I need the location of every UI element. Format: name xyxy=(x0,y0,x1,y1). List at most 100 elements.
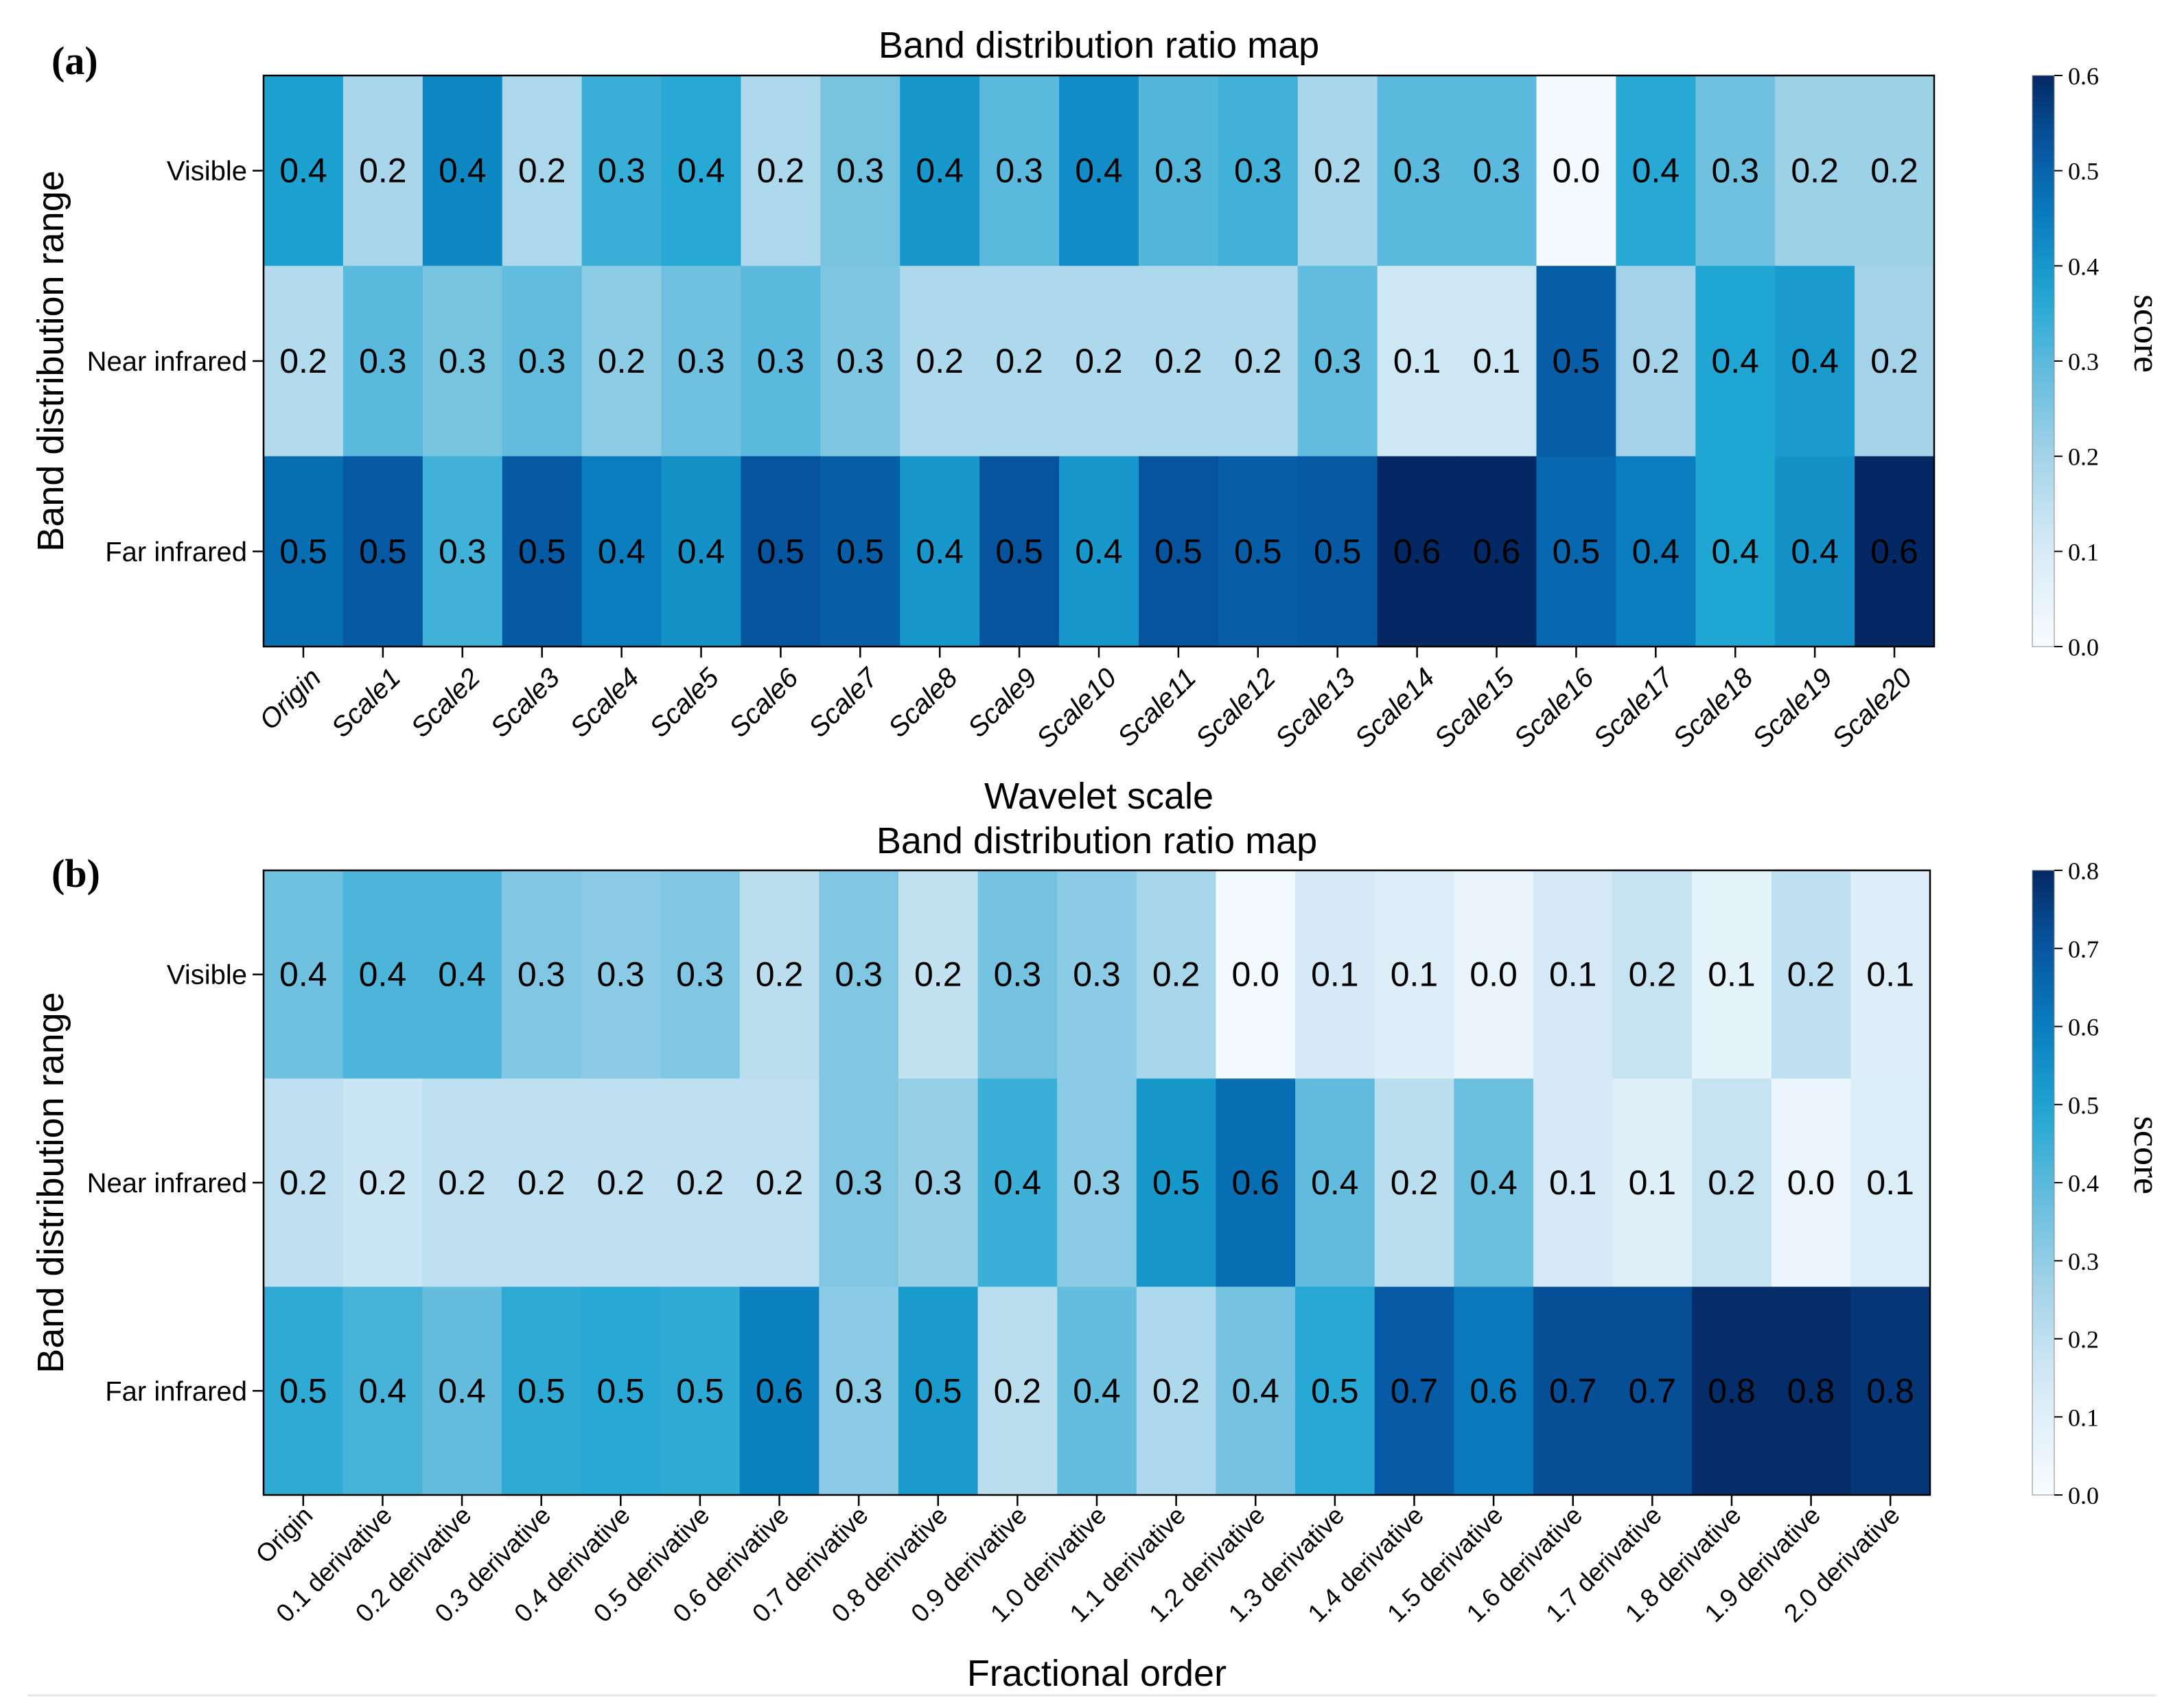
heatmap-cell xyxy=(1059,76,1139,266)
cell-value-label: 0.8 xyxy=(1787,1371,1835,1410)
heatmap-cell xyxy=(1218,266,1299,457)
colorbar-label: score xyxy=(2126,1116,2168,1194)
colorbar-label: score xyxy=(2126,294,2168,373)
heatmap-cell xyxy=(739,1078,820,1288)
cell-value-label: 0.0 xyxy=(1787,1163,1835,1202)
heatmap-cell xyxy=(342,1078,423,1288)
cell-value-label: 0.3 xyxy=(994,955,1042,994)
heatmap-cell xyxy=(342,456,423,647)
cell-value-label: 0.3 xyxy=(1073,955,1121,994)
x-tick-label: Scale16 xyxy=(1508,662,1600,754)
cell-value-label: 0.3 xyxy=(1314,342,1362,380)
heatmap-cell xyxy=(264,1286,344,1496)
cell-value-label: 0.6 xyxy=(1231,1163,1279,1202)
heatmap-cell xyxy=(820,76,901,266)
cell-value-label: 0.4 xyxy=(1632,152,1680,190)
heatmap-cell xyxy=(342,870,423,1079)
cell-value-label: 0.4 xyxy=(916,532,964,570)
cell-value-label: 0.4 xyxy=(1711,342,1759,380)
heatmap-panel-a: 0.4 0.2 0.4 0.2 0.3 0.4 0.2 0.3 0.4 0.3 0.4 0.3 0.3 0… xyxy=(30,25,2168,817)
heatmap-cell xyxy=(581,1286,661,1496)
cell-value-label: 0.4 xyxy=(916,152,964,190)
heatmap-cell xyxy=(581,76,662,266)
cell-value-label: 0.3 xyxy=(439,342,487,380)
heatmap-cell xyxy=(898,1286,979,1496)
heatmap-cell xyxy=(422,1078,502,1288)
cell-value-label: 0.5 xyxy=(837,532,885,570)
heatmap-cell xyxy=(1612,870,1693,1079)
panel-label: (a) xyxy=(51,38,98,83)
cell-value-label: 0.2 xyxy=(916,342,964,380)
cell-value-label: 0.6 xyxy=(756,1371,804,1410)
colorbar-tick-label: 0.3 xyxy=(2068,1248,2099,1275)
heatmap-cell xyxy=(422,76,503,266)
x-tick-label: Scale5 xyxy=(644,662,725,743)
cell-value-label: 0.2 xyxy=(279,1163,327,1202)
colorbar-tick-label: 0.2 xyxy=(2068,1326,2099,1354)
heatmap-cell xyxy=(342,1286,423,1496)
cell-value-label: 0.4 xyxy=(438,1371,486,1410)
cell-value-label: 0.1 xyxy=(1391,955,1439,994)
cell-value-label: 0.5 xyxy=(518,1371,566,1410)
cell-value-label: 0.1 xyxy=(1629,1163,1677,1202)
cell-value-label: 0.2 xyxy=(1629,955,1677,994)
colorbar-tick-label: 0.0 xyxy=(2068,1482,2099,1509)
cell-value-label: 0.2 xyxy=(518,152,566,190)
cell-value-label: 0.6 xyxy=(1469,1371,1518,1410)
heatmap-panel-b: 0.4 0.4 0.4 0.3 0.3 0.3 0.2 0.3 0.2 0.3 0.3 0.2 0.0 0… xyxy=(30,820,2168,1694)
y-tick-label: Far infrared xyxy=(105,1376,247,1406)
cell-value-label: 0.2 xyxy=(597,1163,645,1202)
heatmap-cell xyxy=(1374,1286,1454,1496)
heatmap-cell xyxy=(900,266,980,457)
cell-value-label: 0.6 xyxy=(1393,532,1441,570)
heatmap-cell xyxy=(1297,266,1378,457)
cell-value-label: 0.1 xyxy=(1866,1163,1914,1202)
cell-value-label: 0.1 xyxy=(1708,955,1756,994)
cell-value-label: 0.4 xyxy=(1791,342,1839,380)
cell-value-label: 0.5 xyxy=(1311,1371,1359,1410)
cell-value-label: 0.2 xyxy=(1787,955,1835,994)
heatmap-cell xyxy=(661,76,742,266)
heatmap-cell xyxy=(1850,1078,1931,1288)
heatmap-cell xyxy=(1775,266,1855,457)
heatmap-cell xyxy=(1138,76,1219,266)
heatmap-cell xyxy=(342,266,423,457)
heatmap-cell xyxy=(661,266,742,457)
x-tick-label: Scale11 xyxy=(1112,662,1202,752)
cell-value-label: 0.7 xyxy=(1549,1371,1597,1410)
heatmap-cell xyxy=(264,266,344,457)
heatmap-cell xyxy=(1771,1286,1851,1496)
cell-value-label: 0.5 xyxy=(1553,532,1601,570)
cell-value-label: 0.5 xyxy=(1234,532,1282,570)
cell-value-label: 0.3 xyxy=(1234,152,1282,190)
cell-value-label: 0.5 xyxy=(1154,532,1203,570)
y-axis-label: Band distribution range xyxy=(30,170,71,551)
heatmap-cell xyxy=(739,1286,820,1496)
cell-value-label: 0.4 xyxy=(279,955,327,994)
heatmap-cell xyxy=(1850,870,1931,1079)
heatmap-cell xyxy=(1612,1078,1693,1288)
cell-value-label: 0.2 xyxy=(1075,342,1123,380)
heatmap-cell xyxy=(264,1078,344,1288)
heatmap-cell xyxy=(1695,76,1776,266)
heatmap-cell xyxy=(898,870,979,1079)
heatmap-cell xyxy=(1057,1286,1137,1496)
heatmap-cell xyxy=(501,870,582,1079)
heatmap-cell xyxy=(1775,456,1855,647)
cell-value-label: 0.3 xyxy=(837,152,885,190)
cell-value-label: 0.1 xyxy=(1473,342,1521,380)
cell-value-label: 0.3 xyxy=(439,532,487,570)
y-tick-label: Near infrared xyxy=(87,347,247,377)
cell-value-label: 0.5 xyxy=(279,1371,327,1410)
heatmap-cell xyxy=(977,1078,1058,1288)
cell-value-label: 0.3 xyxy=(837,342,885,380)
cell-value-label: 0.2 xyxy=(676,1163,724,1202)
cell-value-label: 0.2 xyxy=(994,1371,1042,1410)
y-tick-label: Far infrared xyxy=(105,537,247,567)
cell-value-label: 0.4 xyxy=(677,152,725,190)
cell-value-label: 0.4 xyxy=(1632,532,1680,570)
heatmap-cell xyxy=(1771,870,1851,1079)
heatmap-cell xyxy=(581,456,662,647)
heatmap-cell xyxy=(741,76,821,266)
heatmap-cell xyxy=(1374,870,1454,1079)
